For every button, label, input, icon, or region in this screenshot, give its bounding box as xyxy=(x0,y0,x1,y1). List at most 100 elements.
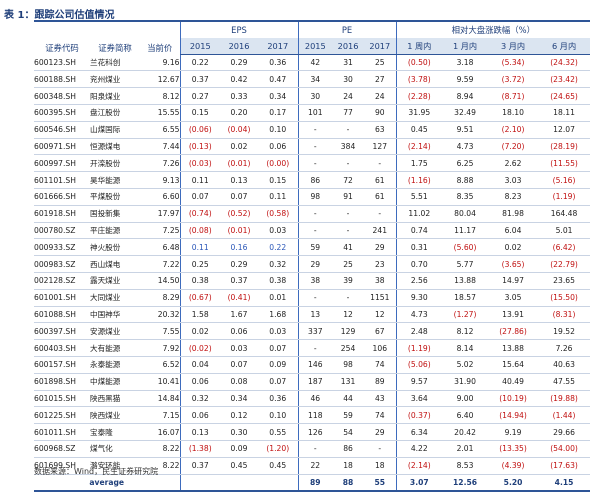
pe-cell: - xyxy=(332,289,365,307)
performance-cell: (3.72) xyxy=(488,70,539,89)
col-header-performance: 相对大盘涨跌幅（%） xyxy=(395,21,591,38)
eps-cell: 1.67 xyxy=(220,306,258,324)
pe-cell: - xyxy=(297,154,333,173)
eps-cell: 0.06 xyxy=(179,406,220,425)
performance-cell: (6.42) xyxy=(538,238,591,257)
pe-cell: 74 xyxy=(364,356,397,374)
eps-cell: 0.38 xyxy=(179,272,220,290)
pe-cell: 241 xyxy=(364,222,397,240)
performance-cell: 31.95 xyxy=(395,104,443,122)
stock-code-cell: 601001.SH xyxy=(34,289,90,307)
performance-cell: 47.55 xyxy=(538,373,591,391)
price-cell: 17.97 xyxy=(140,205,180,223)
pe-cell: - xyxy=(297,205,333,223)
stock-code-cell: 600997.SH xyxy=(34,154,90,173)
performance-cell: 1.75 xyxy=(395,154,443,173)
performance-cell: 5.51 xyxy=(395,188,443,206)
pe-cell: - xyxy=(332,205,365,223)
pe-cell: 24 xyxy=(332,87,365,105)
pe-cell: 29 xyxy=(364,423,397,441)
performance-cell: 5.02 xyxy=(442,356,489,374)
performance-cell: (1.19) xyxy=(395,339,443,357)
eps-cell: 0.13 xyxy=(179,423,220,441)
price-cell: 8.12 xyxy=(140,87,180,105)
eps-cell: 0.36 xyxy=(258,54,299,72)
performance-cell: 11.17 xyxy=(442,222,489,240)
price-cell: 8.29 xyxy=(140,289,180,307)
performance-cell: 31.90 xyxy=(442,373,489,391)
performance-cell: 2.56 xyxy=(395,272,443,290)
performance-cell: 8.53 xyxy=(442,457,489,475)
eps-cell: 0.37 xyxy=(179,457,220,475)
performance-cell: (0.50) xyxy=(395,54,443,72)
price-cell: 8.22 xyxy=(140,440,180,458)
performance-cell: (27.86) xyxy=(488,322,539,341)
performance-cell: 0.45 xyxy=(395,121,443,139)
pe-cell: 59 xyxy=(332,406,365,425)
pe-cell: 12 xyxy=(364,306,397,324)
pe-cell: 38 xyxy=(297,272,333,290)
table-row: 600403.SH 大有能源 7.92 (0.02) 0.03 0.07-254 106 (1… xyxy=(34,339,591,357)
performance-cell: (2.28) xyxy=(395,87,443,105)
eps-cell: 0.13 xyxy=(220,171,258,189)
eps-cell: 1.68 xyxy=(258,306,299,324)
performance-cell: (19.88) xyxy=(538,390,591,408)
eps-cell: 0.03 xyxy=(220,339,258,357)
stock-code-cell: 601011.SH xyxy=(34,423,90,441)
table-row: 600123.SH 兰花科创 9.16 0.22 0.29 0.36 42 31 25 (0.50… xyxy=(34,54,591,72)
performance-cell: 3.18 xyxy=(442,54,489,72)
stock-name-cell: 煤气化 xyxy=(90,440,140,458)
performance-cell: (8.31) xyxy=(538,306,591,324)
performance-cell: (7.20) xyxy=(488,138,539,156)
price-cell: 7.55 xyxy=(140,322,180,341)
stock-code-cell: 600188.SH xyxy=(34,70,90,89)
eps-cell: 0.02 xyxy=(220,138,258,156)
performance-cell: 9.51 xyxy=(442,121,489,139)
pe-cell: 187 xyxy=(297,373,333,391)
price-cell: 7.15 xyxy=(140,406,180,425)
performance-cell: 2.62 xyxy=(488,154,539,173)
eps-cell: (1.38) xyxy=(179,440,220,458)
price-cell: 6.55 xyxy=(140,121,180,139)
stock-name-cell: 潞安环能 xyxy=(90,457,140,475)
pe-cell: 98 xyxy=(297,188,333,206)
pe-cell: 43 xyxy=(364,390,397,408)
performance-cell: (14.94) xyxy=(488,406,539,425)
pe-cell: 61 xyxy=(364,188,397,206)
pe-cell: 146 xyxy=(297,356,333,374)
average-pe-cell: 88 xyxy=(332,473,365,492)
table-row: 002128.SZ 露天煤业 14.50 0.38 0.37 0.38 38 39 38 2.56… xyxy=(34,272,591,290)
eps-cell: 0.16 xyxy=(220,238,258,257)
pe-cell: 54 xyxy=(332,423,365,441)
eps-cell: 0.06 xyxy=(220,322,258,341)
eps-cell: 0.07 xyxy=(220,188,258,206)
stock-code-cell: 601898.SH xyxy=(34,373,90,391)
performance-cell: (0.37) xyxy=(395,406,443,425)
eps-cell: 0.37 xyxy=(220,272,258,290)
pe-cell: 86 xyxy=(297,171,333,189)
pe-cell: 337 xyxy=(297,322,333,341)
table-row: 600188.SH 兖州煤业 12.67 0.37 0.42 0.47 34 30 27 (3.7… xyxy=(34,70,591,89)
performance-cell: 2.48 xyxy=(395,322,443,341)
table-row: 601101.SH 昊华能源 9.13 0.11 0.13 0.15 86 72 61 (1.16… xyxy=(34,171,591,189)
performance-cell: 3.64 xyxy=(395,390,443,408)
pe-cell: - xyxy=(297,222,333,240)
eps-cell: 0.45 xyxy=(220,457,258,475)
performance-cell: 15.64 xyxy=(488,356,539,374)
stock-name-cell: 中煤能源 xyxy=(90,373,140,391)
performance-cell: (11.55) xyxy=(538,154,591,173)
pe-cell: 59 xyxy=(297,238,333,257)
price-cell: 14.50 xyxy=(140,272,180,290)
eps-cell: (0.06) xyxy=(179,121,220,139)
eps-cell: 0.12 xyxy=(220,406,258,425)
stock-name-cell: 开滦股份 xyxy=(90,154,140,173)
pe-cell: 13 xyxy=(297,306,333,324)
eps-cell: 0.02 xyxy=(179,322,220,341)
eps-cell: 0.25 xyxy=(179,255,220,273)
performance-cell: (5.16) xyxy=(538,171,591,189)
performance-cell: 4.73 xyxy=(395,306,443,324)
pe-cell: 46 xyxy=(297,390,333,408)
eps-cell: 0.01 xyxy=(258,289,299,307)
stock-name-cell: 阳泉煤业 xyxy=(90,87,140,105)
performance-cell: 4.22 xyxy=(395,440,443,458)
